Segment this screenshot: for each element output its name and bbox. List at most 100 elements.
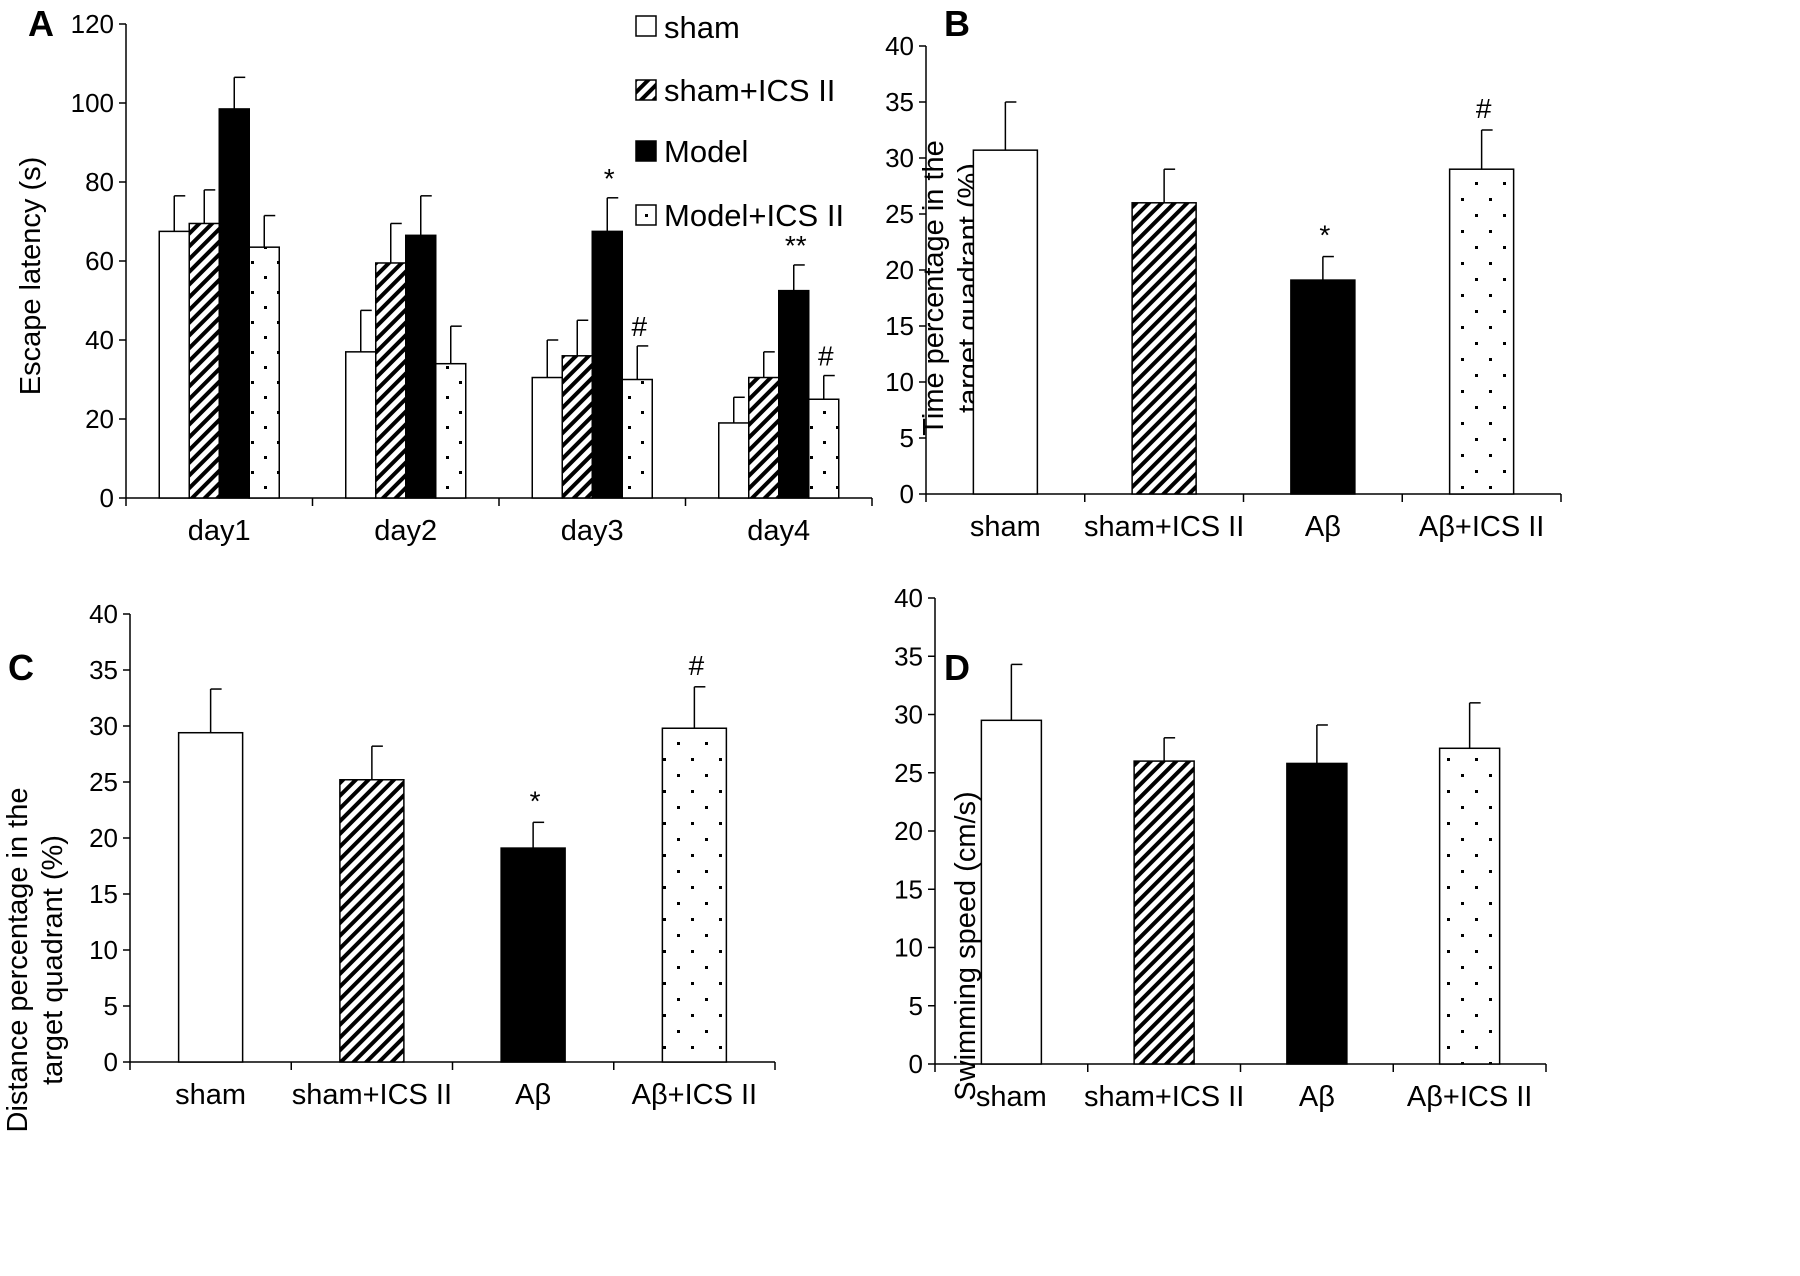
panel-b-y-tick-label: 15 — [885, 311, 914, 341]
panel-a-x-category-label: day2 — [374, 515, 437, 547]
panel-a-bar — [621, 378, 653, 499]
legend-label-sham: sham — [664, 10, 740, 45]
panel-c-y-tick-label: 10 — [89, 935, 118, 965]
panel-a-significance-label: ** — [785, 230, 807, 261]
panel-a-significance-label: * — [604, 163, 615, 194]
panel-b-y-tick-label: 0 — [900, 479, 914, 509]
panel-a-bar — [345, 351, 377, 499]
panel-d-x-category-label: sham+ICS II — [1084, 1081, 1244, 1113]
panel-a-bar — [375, 262, 407, 499]
panel-d-chart: D Swimming speed (cm/s) 0 5 10 15 20 25 30 35 40… — [894, 583, 1547, 1113]
panel-d-x-category-label: sham — [976, 1081, 1047, 1113]
panel-c-x-category-label: Aβ+ICS II — [632, 1079, 757, 1111]
panel-b-y-tick-label: 25 — [885, 199, 914, 229]
panel-a-bar — [218, 108, 250, 499]
panel-c-bar — [177, 731, 244, 1063]
panel-c-significance-label: * — [530, 785, 541, 816]
legend-item-sham-ics: sham+ICS II — [635, 73, 835, 108]
panel-d-letter: D — [944, 647, 970, 688]
panel-b-significance-label: * — [1319, 220, 1330, 251]
panel-a-letter: A — [28, 3, 54, 44]
panel-c-y-tick-label: 25 — [89, 767, 118, 797]
panel-a-significance-label: # — [631, 311, 647, 342]
panel-c-y-tick-label: 15 — [89, 879, 118, 909]
panel-d-y-tick-label: 15 — [894, 874, 923, 904]
panel-a-y-tick-label: 120 — [71, 9, 114, 39]
panel-b-x-category-label: Aβ+ICS II — [1419, 511, 1544, 543]
panel-d-bar — [1133, 760, 1195, 1065]
panel-c-bar — [339, 779, 405, 1063]
panel-a-axes: 0 20 40 60 80 100 120 day1 day2 day3 day4 — [71, 9, 873, 547]
panel-b-axes: 0 5 10 15 20 25 30 35 40 sham sham+ICS II Aβ Aβ+ICS … — [885, 31, 1562, 543]
panel-c-y-tick-label: 40 — [89, 599, 118, 629]
panel-b-x-category-label: sham — [970, 511, 1041, 543]
panel-b-y-tick-label: 35 — [885, 87, 914, 117]
panel-c-y-tick-label: 5 — [104, 991, 118, 1021]
panel-c-significance-label: # — [689, 650, 705, 681]
panel-c-y-tick-label: 30 — [89, 711, 118, 741]
panel-d-x-category-label: Aβ — [1299, 1081, 1335, 1113]
panel-c-bar — [500, 847, 566, 1063]
panel-c-x-category-label: sham+ICS II — [292, 1079, 452, 1111]
legend-swatch-sham — [635, 15, 657, 37]
panel-a-bar — [561, 355, 593, 499]
panel-b-y-tick-label: 20 — [885, 255, 914, 285]
panel-b-bar — [1131, 202, 1197, 495]
panel-b-y-tick-label: 10 — [885, 367, 914, 397]
panel-d-x-category-label: Aβ+ICS II — [1407, 1081, 1532, 1113]
legend-label-model: Model — [664, 134, 748, 169]
legend-swatch-model — [635, 140, 657, 162]
panel-d-y-tick-label: 20 — [894, 816, 923, 846]
panel-a-bar — [531, 376, 563, 499]
panel-a-bar — [591, 230, 623, 499]
panel-a-y-tick-label: 100 — [71, 88, 114, 118]
panel-a-x-category-label: day4 — [747, 515, 810, 547]
panel-a-x-category-label: day3 — [561, 515, 624, 547]
panel-a-bar — [158, 230, 190, 499]
panel-d-bars — [980, 663, 1501, 1065]
panel-b-bar — [1290, 279, 1356, 495]
legend-item-model: Model — [635, 134, 748, 169]
panel-d-y-tick-label: 25 — [894, 758, 923, 788]
panel-d-y-tick-label: 40 — [894, 583, 923, 613]
panel-a-y-tick-label: 80 — [85, 167, 114, 197]
panel-a-y-tick-label: 40 — [85, 325, 114, 355]
panel-c-letter: C — [8, 647, 34, 688]
panel-a-bar — [808, 398, 840, 499]
panel-b-bar — [972, 149, 1039, 495]
panel-c-chart: C Distance percentage in the target quad… — [2, 599, 776, 1133]
panel-a-bar — [188, 222, 220, 499]
panel-c-y-tick-label: 35 — [89, 655, 118, 685]
panel-a-significance-label: # — [818, 341, 834, 372]
panel-d-y-tick-label: 10 — [894, 933, 923, 963]
panel-c-y-axis-title-line2: target quadrant (%) — [37, 835, 69, 1085]
panel-b-x-category-label: Aβ — [1305, 511, 1341, 543]
panel-a-bar — [718, 422, 750, 499]
panel-b-y-axis-title-line1: Time percentage in the — [918, 140, 950, 436]
panel-d-y-axis-title: Swimming speed (cm/s) — [950, 791, 982, 1100]
panel-b-y-tick-label: 40 — [885, 31, 914, 61]
panel-a-bar — [248, 246, 280, 499]
panel-d-y-tick-label: 0 — [909, 1049, 923, 1079]
panel-d-bar — [980, 719, 1043, 1065]
panel-a-y-tick-label: 60 — [85, 246, 114, 276]
panel-b-significance-label: # — [1476, 93, 1492, 124]
panel-b-x-category-label: sham+ICS II — [1084, 511, 1244, 543]
panel-d-y-tick-label: 5 — [909, 991, 923, 1021]
panel-d-bar — [1286, 762, 1348, 1065]
legend-item-model-ics: Model+ICS II — [635, 198, 844, 233]
panel-c-y-tick-label: 0 — [104, 1047, 118, 1077]
panel-a-bar — [405, 234, 437, 499]
panel-b-letter: B — [944, 3, 970, 44]
panel-b-y-tick-label: 30 — [885, 143, 914, 173]
panel-a-y-tick-label: 0 — [100, 483, 114, 513]
panel-c-y-tick-label: 20 — [89, 823, 118, 853]
panel-a-chart: A Escape latency (s) 0 20 40 60 80 100 120 day1… — [15, 3, 873, 547]
panel-a-x-category-label: day1 — [188, 515, 251, 547]
legend-label-sham-ics: sham+ICS II — [664, 73, 835, 108]
panel-d-y-tick-label: 35 — [894, 641, 923, 671]
panel-b-bar — [1448, 168, 1515, 495]
panel-b-chart: B Time percentage in the target quadrant… — [885, 3, 1562, 543]
legend-label-model-ics: Model+ICS II — [664, 198, 844, 233]
